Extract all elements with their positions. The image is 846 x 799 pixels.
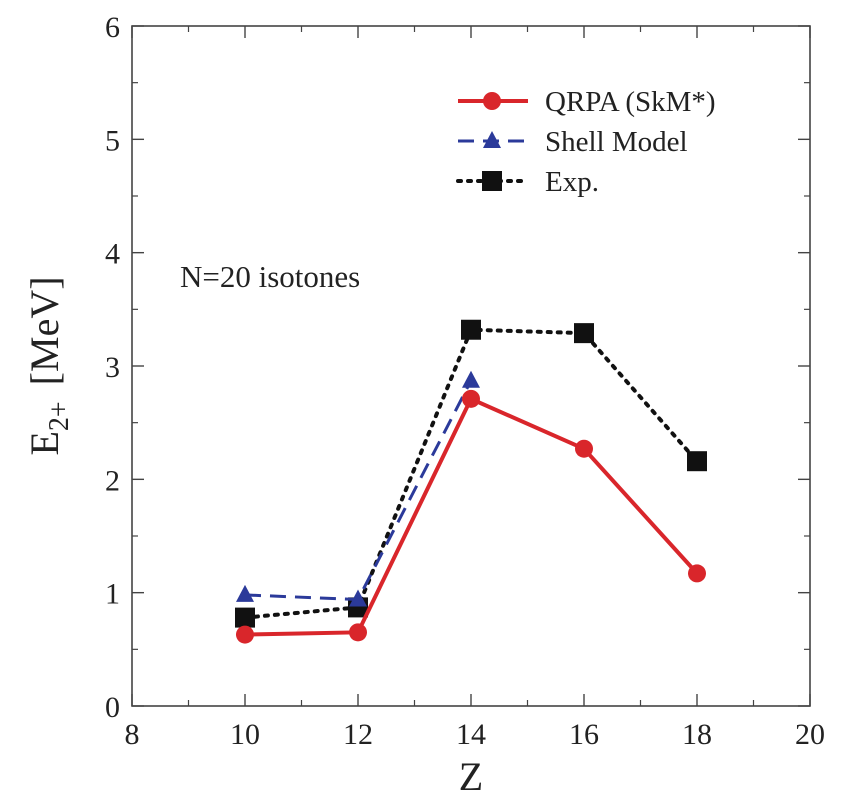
- data-point-circle: [236, 625, 254, 644]
- legend-entry-shell-model: Shell Model: [458, 126, 688, 158]
- data-point-triangle: [349, 589, 367, 607]
- legend-marker-shell-model: [483, 131, 501, 148]
- x-tick-label: 20: [795, 718, 825, 751]
- data-point-triangle: [236, 584, 254, 602]
- series-line-0: [244, 396, 699, 637]
- y-axis-label-unit: [MeV]: [22, 276, 67, 385]
- y-axis-label-main: E: [22, 431, 67, 455]
- y-tick-label: 2: [105, 464, 120, 497]
- x-tick-label: 14: [456, 718, 486, 751]
- x-tick-labels: 8 10 12 14 16 18 20: [125, 718, 826, 751]
- data-point-square: [574, 323, 594, 344]
- plot-frame: [131, 25, 811, 707]
- series-1: [236, 370, 480, 607]
- chart-annotation: N=20 isotones: [180, 259, 360, 294]
- data-point-circle: [349, 623, 367, 642]
- series-layer: [235, 319, 707, 644]
- y-tick-label: 6: [105, 11, 120, 44]
- legend-marker-exp: [482, 171, 502, 191]
- data-point-circle: [688, 564, 706, 583]
- legend-label-qrpa: QRPA (SkM*): [545, 86, 716, 118]
- legend-label-exp: Exp.: [545, 166, 599, 198]
- x-axis-label: Z: [459, 754, 483, 799]
- y-axis-label-sub: 2+: [44, 401, 75, 431]
- data-point-square: [235, 607, 255, 628]
- x-tick-label: 18: [682, 718, 712, 751]
- data-point-triangle: [462, 370, 480, 388]
- tick-marks: [131, 25, 811, 707]
- data-point-square: [461, 319, 481, 340]
- y-tick-label: 4: [105, 238, 120, 271]
- x-tick-label: 8: [125, 718, 140, 751]
- legend-label-shell-model: Shell Model: [545, 126, 688, 158]
- data-point-circle: [462, 389, 480, 408]
- series-0: [236, 389, 706, 644]
- data-point-circle: [575, 439, 593, 458]
- y-tick-label: 0: [105, 691, 120, 724]
- x-tick-label: 12: [343, 718, 373, 751]
- data-point-square: [687, 451, 707, 472]
- legend-marker-qrpa: [483, 92, 501, 110]
- x-tick-label: 10: [230, 718, 260, 751]
- x-tick-label: 16: [569, 718, 599, 751]
- y-tick-label: 1: [105, 578, 120, 611]
- legend: QRPA (SkM*) Shell Model Exp.: [456, 86, 716, 198]
- series-2: [235, 319, 707, 628]
- y-tick-label: 5: [105, 124, 120, 157]
- legend-entry-qrpa: QRPA (SkM*): [458, 86, 716, 118]
- y-axis-label: E2+ [MeV]: [22, 276, 75, 455]
- y-tick-labels: 0 1 2 3 4 5 6: [105, 11, 120, 724]
- y-tick-label: 3: [105, 351, 120, 384]
- legend-entry-exp: Exp.: [456, 166, 599, 198]
